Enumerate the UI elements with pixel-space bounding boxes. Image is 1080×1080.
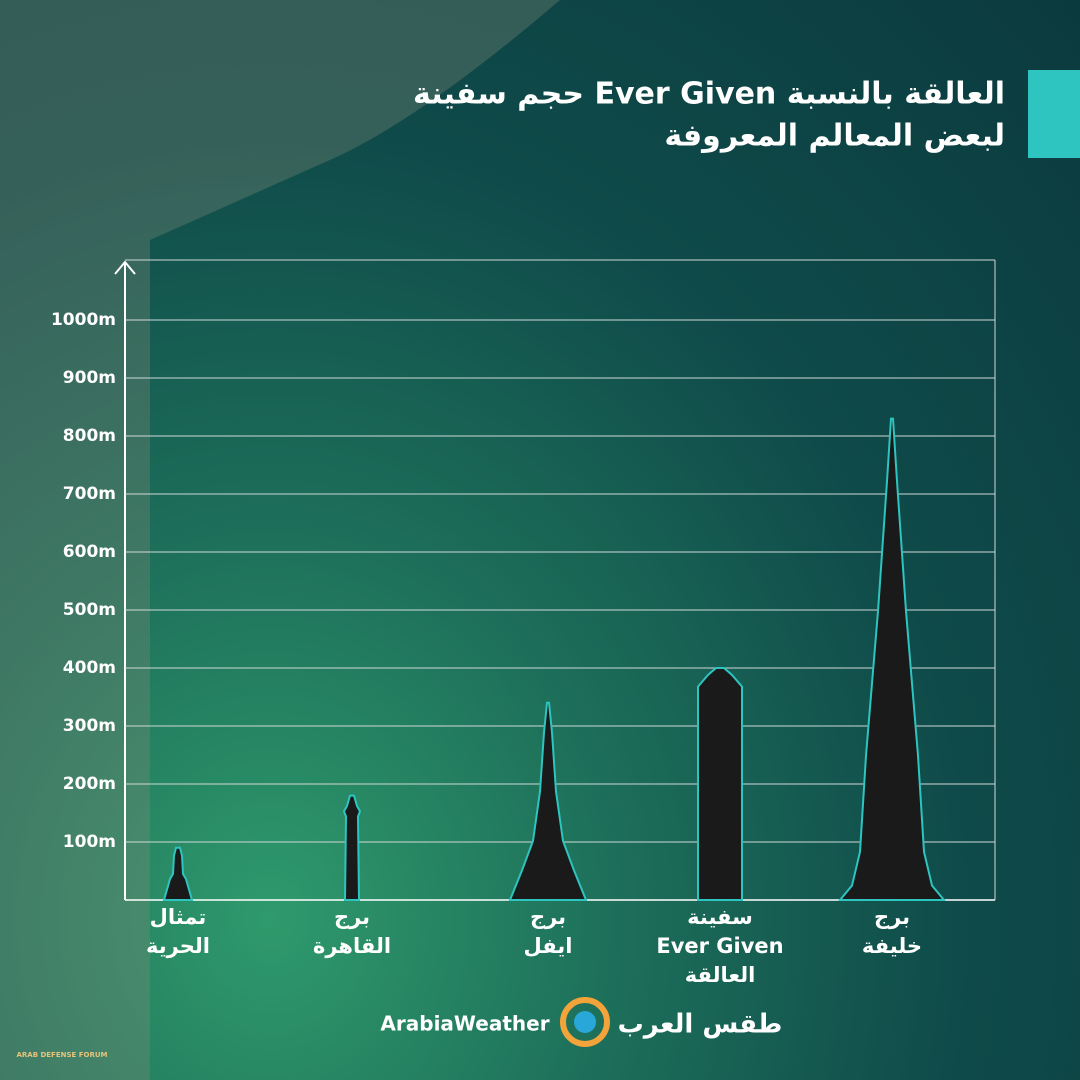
brand-logo (560, 997, 610, 1047)
x-tick-label: خليفة (862, 934, 922, 958)
title: حجم سفينة Ever Given العالقة بالنسبة (413, 77, 1005, 112)
x-tick-label: الحرية (146, 934, 210, 958)
axis-arrow (114, 260, 136, 275)
x-tick-label: برج (334, 905, 370, 930)
x-tick-label: Ever Given (656, 934, 783, 958)
y-tick-label: 800m (63, 426, 116, 446)
y-tick-label: 1000m (51, 310, 116, 330)
y-tick-label: 200m (63, 774, 116, 794)
watermark: ARAB DEFENSE FORUM (16, 1051, 107, 1059)
x-tick-label: العالقة (685, 963, 756, 987)
brand-logo (574, 1011, 596, 1033)
x-tick-label: برج (874, 905, 910, 930)
bar (162, 846, 194, 901)
x-tick-label: القاهرة (313, 934, 391, 958)
bar (697, 667, 743, 901)
x-tick-label: تمثال (150, 905, 207, 929)
title-accent (1028, 70, 1080, 158)
x-tick-label: برج (530, 905, 566, 930)
x-tick-label: سفينة (687, 905, 753, 929)
land (0, 0, 560, 1080)
title: لبعض المعالم المعروفة (664, 119, 1005, 154)
y-tick-label: 500m (63, 600, 116, 620)
y-tick-label: 300m (63, 716, 116, 736)
y-tick-label: 400m (63, 658, 116, 678)
bar (508, 701, 588, 901)
y-tick-label: 900m (63, 368, 116, 388)
y-tick-label: 600m (63, 542, 116, 562)
y-tick-label: 700m (63, 484, 116, 504)
bar (342, 794, 362, 901)
x-tick-label: ايفل (524, 934, 573, 958)
brand-arabic: طقس العرب (618, 1010, 783, 1040)
y-tick-label: 100m (63, 832, 116, 852)
brand-latin: ArabiaWeather (380, 1012, 549, 1036)
bar (837, 417, 947, 901)
